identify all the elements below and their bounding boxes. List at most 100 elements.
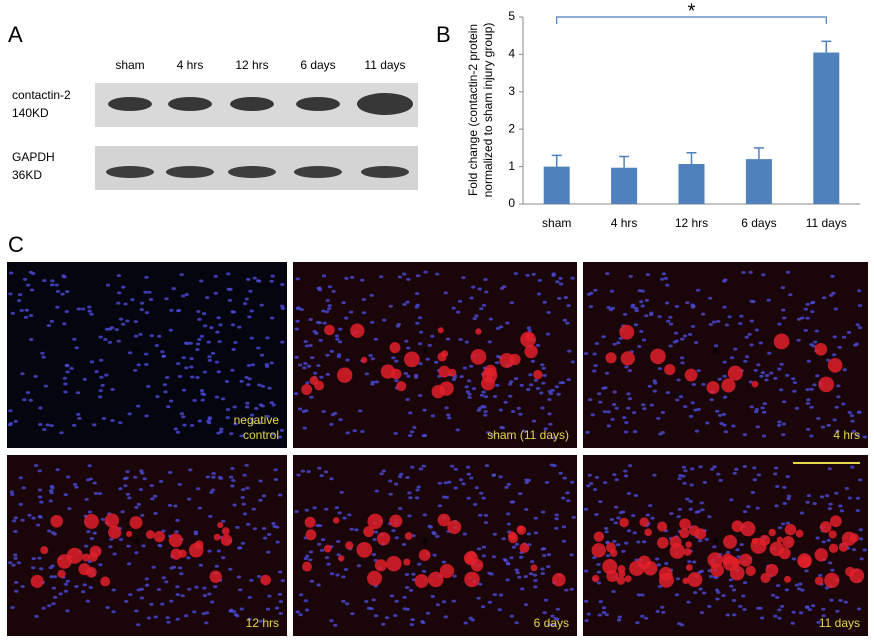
nucleus xyxy=(432,553,437,557)
nucleus xyxy=(690,401,695,405)
nucleus xyxy=(160,350,165,354)
nucleus xyxy=(742,581,748,585)
band xyxy=(361,166,409,178)
nucleus xyxy=(158,480,164,484)
nucleus xyxy=(821,614,826,618)
nucleus xyxy=(246,522,251,526)
nucleus xyxy=(622,416,627,420)
nucleus xyxy=(38,515,43,519)
nucleus xyxy=(153,511,158,515)
nucleus xyxy=(389,594,395,598)
nucleus xyxy=(230,323,236,327)
neuron xyxy=(683,548,692,556)
nucleus xyxy=(476,547,482,551)
nucleus xyxy=(773,376,778,380)
nucleus xyxy=(206,340,211,344)
nucleus xyxy=(118,317,124,321)
nucleus xyxy=(856,410,862,414)
nucleus xyxy=(238,588,243,592)
nucleus xyxy=(255,279,261,283)
nucleus xyxy=(127,496,132,500)
nucleus xyxy=(536,292,542,296)
nucleus xyxy=(216,431,221,435)
nucleus xyxy=(752,466,757,470)
nucleus xyxy=(337,511,342,515)
nucleus xyxy=(210,351,216,355)
nucleus xyxy=(345,431,350,435)
nucleus xyxy=(416,485,421,489)
nucleus xyxy=(690,324,696,328)
nucleus xyxy=(682,405,688,409)
neuron xyxy=(396,381,407,392)
nucleus xyxy=(189,357,194,361)
nucleus xyxy=(623,430,629,434)
nucleus xyxy=(700,312,706,316)
nucleus xyxy=(524,508,529,512)
nucleus xyxy=(246,277,251,281)
nucleus xyxy=(371,598,376,602)
nucleus xyxy=(277,570,283,574)
nucleus xyxy=(417,562,422,566)
nucleus xyxy=(827,467,833,471)
nucleus xyxy=(818,573,823,577)
nucleus xyxy=(747,332,752,336)
nucleus xyxy=(133,368,138,372)
nucleus xyxy=(753,368,758,372)
nucleus xyxy=(490,433,495,437)
nucleus xyxy=(832,335,837,339)
neuron xyxy=(658,572,674,588)
nucleus xyxy=(76,412,81,416)
nucleus xyxy=(298,613,303,617)
nucleus xyxy=(626,392,631,396)
nucleus xyxy=(731,588,737,592)
nucleus xyxy=(831,353,837,357)
nucleus xyxy=(612,473,617,477)
nucleus xyxy=(722,423,727,427)
nucleus xyxy=(349,275,355,279)
nucleus xyxy=(13,556,18,560)
nucleus xyxy=(50,564,55,568)
nucleus xyxy=(319,375,324,379)
nucleus xyxy=(233,341,238,345)
y-tick-label: 1 xyxy=(508,159,515,173)
nucleus xyxy=(228,609,234,613)
nucleus xyxy=(483,521,489,525)
nucleus xyxy=(540,567,545,571)
nucleus xyxy=(604,530,609,534)
nucleus xyxy=(505,562,511,566)
nucleus xyxy=(64,363,70,367)
nucleus xyxy=(446,416,452,420)
nucleus xyxy=(251,507,256,511)
nucleus xyxy=(739,314,744,318)
nucleus xyxy=(729,356,735,360)
nucleus xyxy=(236,575,242,579)
nucleus xyxy=(63,582,69,586)
nucleus xyxy=(474,314,479,318)
nucleus xyxy=(418,330,424,334)
nucleus xyxy=(612,390,617,394)
nucleus xyxy=(260,384,266,388)
nucleus xyxy=(543,598,549,602)
nucleus xyxy=(381,622,386,626)
nucleus xyxy=(184,292,189,296)
nucleus xyxy=(319,548,325,552)
nucleus xyxy=(412,425,417,429)
nucleus xyxy=(402,302,407,306)
nucleus xyxy=(247,315,252,319)
nucleus xyxy=(275,540,280,544)
lane-label: 12 hrs xyxy=(235,58,268,72)
nucleus xyxy=(408,496,413,500)
nucleus xyxy=(679,356,685,360)
nucleus xyxy=(601,610,607,614)
neuron xyxy=(470,348,487,365)
nucleus xyxy=(360,278,365,282)
nucleus xyxy=(173,504,178,508)
nucleus xyxy=(98,563,103,567)
nucleus xyxy=(744,355,750,359)
nucleus xyxy=(82,377,87,381)
nucleus xyxy=(296,473,301,477)
nucleus xyxy=(636,593,642,597)
nucleus xyxy=(606,410,611,414)
nucleus xyxy=(836,384,841,388)
neuron xyxy=(679,528,690,539)
